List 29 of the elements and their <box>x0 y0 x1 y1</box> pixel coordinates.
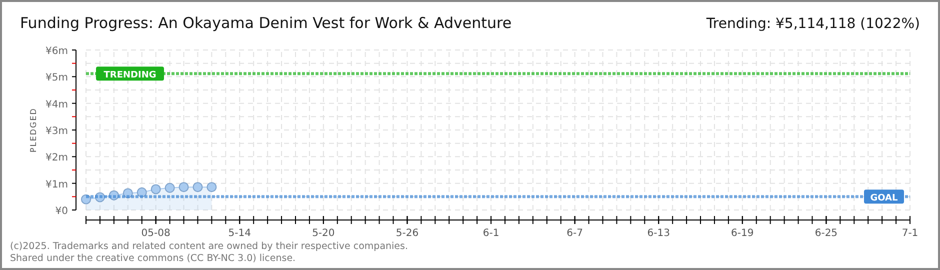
y-axis-title: PLEDGED <box>29 108 38 152</box>
x-tick-label: 6-13 <box>647 228 670 239</box>
point <box>206 182 217 192</box>
x-tick-label: 6-19 <box>731 228 754 239</box>
x-tick-label: 05-08 <box>141 228 170 239</box>
x-tick-label: 5-26 <box>396 228 419 239</box>
y-tick-label: ¥3m <box>46 126 68 137</box>
x-tick-label: 6-1 <box>482 228 500 239</box>
y-tick-label: ¥4m <box>46 99 68 110</box>
x-tick-label: 5-14 <box>228 228 251 239</box>
y-tick-label: ¥1m <box>46 179 68 190</box>
chart-subtitle: Trending: ¥5,114,118 (1022%) <box>705 16 920 32</box>
ref-line-label: TRENDING <box>104 70 156 81</box>
point <box>178 182 189 192</box>
point <box>164 182 175 193</box>
x-tick-label: 6-25 <box>814 228 838 239</box>
y-tick-label: ¥5m <box>46 72 68 84</box>
chart-title: Funding Progress: An Okayama Denim Vest for Work & Adventure <box>20 14 512 32</box>
point <box>192 182 203 192</box>
x-tick-label: 7-1 <box>902 228 918 239</box>
y-tick-label: ¥2m <box>46 152 68 164</box>
y-tick-label: ¥6m <box>46 46 68 57</box>
y-tick-label: ¥0 <box>55 206 68 217</box>
text: (c)2025. Trademarks and related content are owned by their respective companies. <box>10 241 408 252</box>
point <box>150 184 161 194</box>
x-tick-label: 5-20 <box>312 228 335 239</box>
text: Shared under the creative commons (CC BY-NC 3.0) license. <box>10 253 296 264</box>
ref-line-label: GOAL <box>870 194 898 204</box>
x-tick-label: 6-7 <box>566 228 583 239</box>
